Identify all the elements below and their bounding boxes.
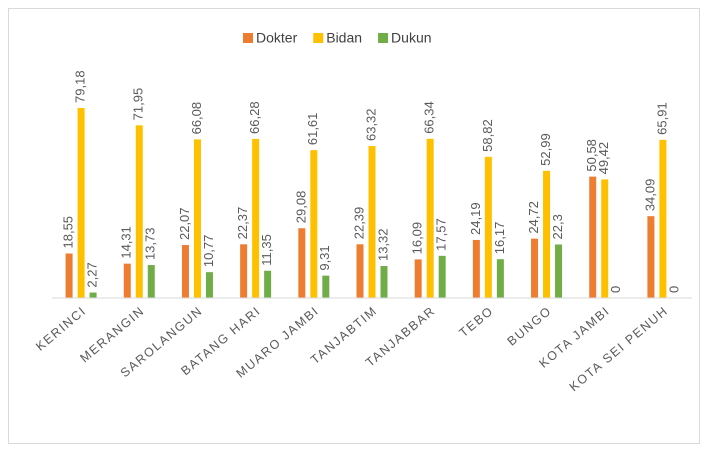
value-label: 66,34 xyxy=(422,101,437,134)
bar xyxy=(356,244,364,298)
value-label: 16,17 xyxy=(492,222,507,255)
bar xyxy=(147,265,155,298)
value-label: 10,77 xyxy=(201,235,216,268)
value-label: 22,07 xyxy=(177,207,192,240)
bar xyxy=(647,216,655,298)
legend-swatch xyxy=(378,33,389,43)
legend-swatch xyxy=(243,33,253,43)
value-label: 34,09 xyxy=(642,179,657,212)
legend-swatch xyxy=(313,33,324,43)
bar xyxy=(89,292,97,298)
value-label: 22,37 xyxy=(235,207,250,240)
bar xyxy=(426,138,434,298)
bar xyxy=(322,275,330,298)
value-label: 63,32 xyxy=(363,108,378,141)
bar xyxy=(298,228,306,298)
value-label: 29,08 xyxy=(293,191,308,224)
bar xyxy=(531,238,539,298)
value-label: 0 xyxy=(608,286,623,293)
chart-frame xyxy=(8,8,700,444)
value-label: 0 xyxy=(666,286,681,293)
bar xyxy=(252,138,260,298)
bar xyxy=(310,150,318,298)
value-label: 79,18 xyxy=(73,70,88,103)
bar xyxy=(438,255,446,298)
value-label: 49,42 xyxy=(596,142,611,175)
value-label: 61,61 xyxy=(305,113,320,146)
value-label: 24,72 xyxy=(526,201,541,234)
value-label: 22,3 xyxy=(550,214,565,239)
bar xyxy=(589,176,597,298)
bar xyxy=(555,244,563,298)
value-label: 13,32 xyxy=(375,228,390,261)
bar xyxy=(472,239,480,298)
bar xyxy=(77,107,85,298)
value-label: 58,82 xyxy=(480,119,495,152)
bar xyxy=(414,259,422,298)
bar xyxy=(543,170,551,298)
value-label: 65,91 xyxy=(654,102,669,135)
value-label: 2,27 xyxy=(85,262,100,287)
value-label: 22,39 xyxy=(351,207,366,240)
legend-label: Bidan xyxy=(326,30,362,46)
bar xyxy=(65,253,73,298)
value-label: 24,19 xyxy=(468,202,483,235)
bar xyxy=(264,270,272,298)
value-label: 17,57 xyxy=(434,218,449,251)
bar xyxy=(181,245,189,298)
value-label: 11,35 xyxy=(259,234,274,266)
value-label: 66,08 xyxy=(189,102,204,135)
bar xyxy=(135,125,143,298)
value-label: 13,73 xyxy=(143,228,158,261)
value-label: 9,31 xyxy=(317,245,332,270)
value-label: 66,28 xyxy=(247,101,262,134)
bar xyxy=(240,244,248,298)
bar xyxy=(601,179,609,298)
bar xyxy=(380,266,388,298)
bar xyxy=(123,263,131,298)
bar xyxy=(484,156,492,298)
legend-label: Dukun xyxy=(391,30,431,46)
bar xyxy=(193,139,201,298)
value-label: 18,55 xyxy=(61,216,76,249)
value-label: 14,31 xyxy=(119,226,134,259)
value-label: 52,99 xyxy=(538,133,553,166)
value-label: 71,95 xyxy=(131,88,146,121)
bar xyxy=(496,259,504,298)
value-label: 50,58 xyxy=(584,139,599,172)
value-label: 16,09 xyxy=(410,222,425,255)
bar xyxy=(368,146,376,298)
legend-label: Dokter xyxy=(256,30,298,46)
bar xyxy=(205,272,213,298)
bar xyxy=(659,139,667,298)
